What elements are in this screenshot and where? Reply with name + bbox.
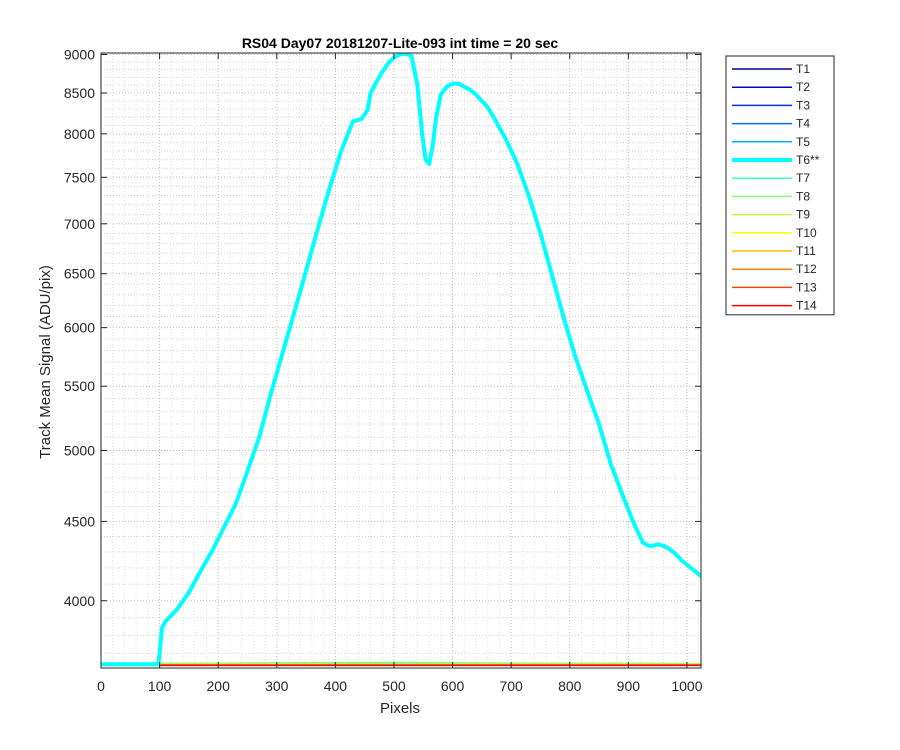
x-tick-label: 0 <box>97 678 105 694</box>
legend-label: T2 <box>796 80 810 94</box>
legend: T1 T2 T3 T4 T5 T6** T7 T8 T9 T10 T11 T12 T13 T14 <box>725 55 835 316</box>
y-tick-label: 7000 <box>64 216 95 232</box>
legend-label: T9 <box>796 208 810 222</box>
grid <box>100 53 701 668</box>
legend-label: T14 <box>796 299 817 313</box>
y-tick-label: 8000 <box>64 126 95 142</box>
y-axis-label: Track Mean Signal (ADU/pix) <box>37 265 54 459</box>
legend-label: T3 <box>796 98 810 112</box>
y-tick-label: 6500 <box>64 266 95 282</box>
legend-box <box>725 55 835 316</box>
x-tick-label: 400 <box>324 678 348 694</box>
series-line-t6 <box>101 53 701 667</box>
y-tick-label: 8500 <box>64 85 95 101</box>
plot-area <box>101 53 701 668</box>
axes-box <box>100 52 702 669</box>
x-tick-label: 700 <box>499 678 523 694</box>
legend-label: T1 <box>796 62 810 76</box>
x-tick-label: 100 <box>148 678 172 694</box>
x-tick-label: 800 <box>558 678 582 694</box>
axes: 4000450050005500600065007000750080008500… <box>64 46 703 694</box>
legend-label: T11 <box>796 244 816 258</box>
x-tick-label: 900 <box>617 678 641 694</box>
legend-label: T10 <box>796 226 817 240</box>
y-tick-label: 5500 <box>64 378 95 394</box>
y-tick-label: 7500 <box>64 169 95 185</box>
x-tick-label: 500 <box>382 678 406 694</box>
y-tick-label: 4000 <box>64 593 95 609</box>
y-tick-label: 5000 <box>64 442 95 458</box>
legend-label: T5 <box>796 135 810 149</box>
y-tick-label: 9000 <box>64 46 95 62</box>
x-tick-label: 1000 <box>671 678 702 694</box>
legend-label: T8 <box>796 189 810 203</box>
x-tick-label: 600 <box>441 678 465 694</box>
x-tick-label: 200 <box>207 678 231 694</box>
legend-label: T12 <box>796 262 817 276</box>
chart-title: RS04 Day07 20181207-Lite-093 int time = … <box>242 35 559 51</box>
x-tick-label: 300 <box>265 678 289 694</box>
y-tick-label: 6000 <box>64 320 95 336</box>
legend-label: T4 <box>796 117 810 131</box>
legend-label: T7 <box>796 171 810 185</box>
x-axis-label: Pixels <box>380 700 420 717</box>
legend-label: T6** <box>796 153 820 167</box>
legend-label: T13 <box>796 280 817 294</box>
y-tick-label: 4500 <box>64 513 95 529</box>
